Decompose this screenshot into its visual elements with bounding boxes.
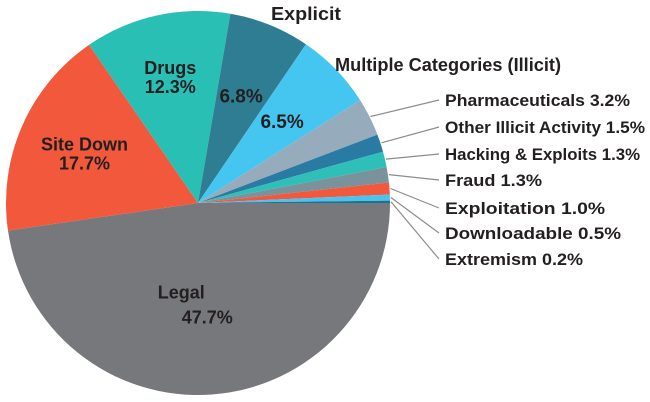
leader-line-fraud [388, 174, 440, 181]
leader-line-downloadable [390, 197, 440, 234]
pie-slice-other-illicit-activity [198, 134, 384, 203]
leader-line-hacking-exploits [385, 153, 440, 160]
slice-name-text: Site Down [41, 134, 128, 154]
pie-slice-exploitation [198, 182, 390, 203]
pie-slice-legal [8, 203, 390, 396]
callout-label-downloadable: Downloadable 0.5% [445, 224, 621, 243]
pie-slice-fraud [198, 167, 389, 203]
slice-label-drugs: Drugs 12.3% [144, 58, 196, 97]
slice-pct-label-explicit: 6.8% [219, 87, 262, 108]
pie-slice-drugs [89, 11, 231, 203]
leader-line-extremism [390, 201, 440, 260]
slice-pct-text: 12.3% [145, 77, 196, 97]
leader-line-pharmaceuticals [370, 99, 440, 118]
slice-name-label-explicit: Explicit [271, 4, 341, 24]
pie-slice-multiple-categories-illicit [198, 44, 361, 204]
pie-slice-extremism [198, 200, 390, 203]
slice-name-text: Legal [158, 282, 205, 302]
slice-pct-text: 17.7% [59, 153, 110, 173]
callout-label-hacking-exploits: Hacking & Exploits 1.3% [445, 145, 640, 164]
slice-pct-text: 47.7% [182, 307, 233, 327]
pie-slice-hacking-exploits [198, 151, 387, 203]
callout-label-fraud: Fraud 1.3% [445, 171, 542, 190]
pie-slice-pharmaceuticals [198, 100, 378, 203]
callout-label-exploitation: Exploitation 1.0% [445, 199, 605, 218]
slice-name-label-multiple-categories-illicit: Multiple Categories (Illicit) [335, 55, 561, 75]
pie-slice-downloadable [198, 194, 390, 203]
slice-pct-label-multiple-categories-illicit: 6.5% [260, 112, 303, 133]
leader-line-other-illicit-activity [381, 126, 440, 144]
leader-line-exploitation [390, 187, 440, 209]
callout-label-pharmaceuticals: Pharmaceuticals 3.2% [445, 91, 630, 110]
pie-slice-site-down [5, 44, 199, 231]
pie-slice-explicit [198, 13, 306, 204]
callout-label-other-illicit-activity: Other Illicit Activity 1.5% [445, 118, 645, 137]
callout-label-extremism: Extremism 0.2% [445, 250, 583, 269]
slice-label-legal: Legal 47.7% [158, 282, 233, 327]
slice-label-site-down: Site Down 17.7% [41, 134, 128, 173]
slice-name-text: Drugs [144, 58, 196, 78]
